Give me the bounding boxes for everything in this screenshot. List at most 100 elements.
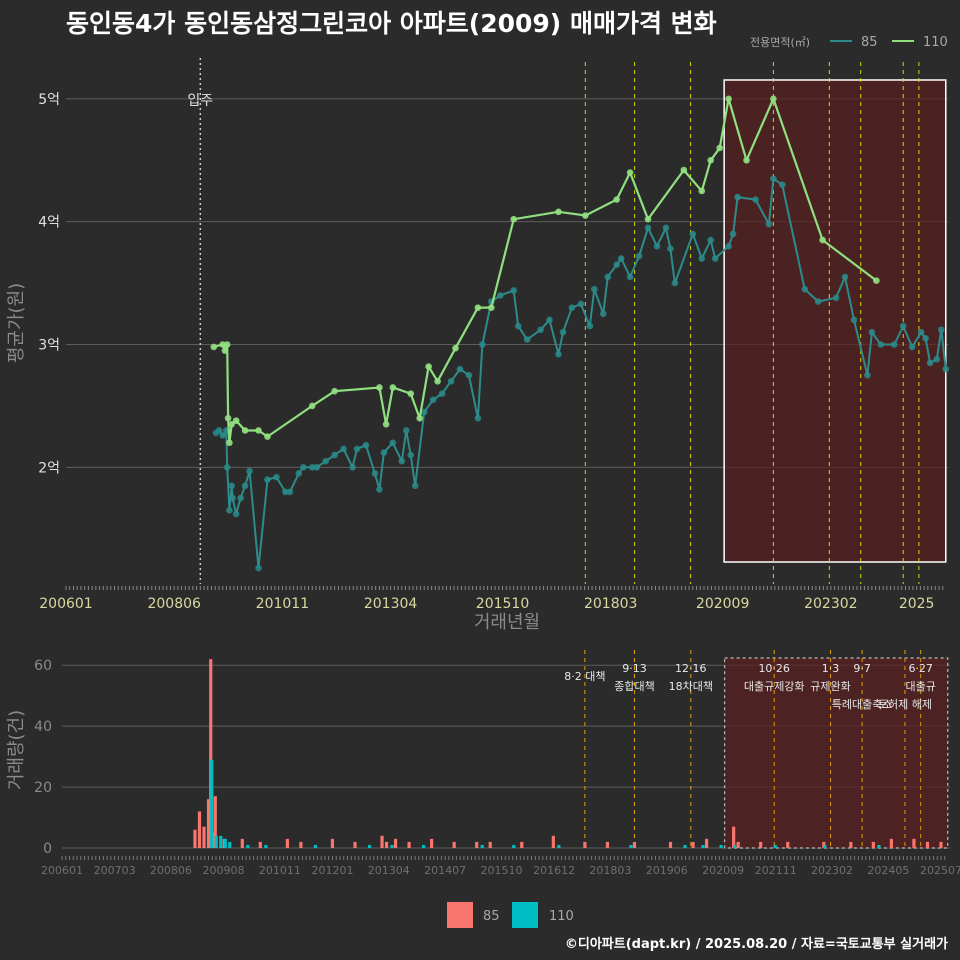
bar-85 <box>299 841 303 848</box>
x-tick-label: 202302 <box>811 864 853 877</box>
series-85-point <box>922 335 929 342</box>
series-85-point <box>667 245 674 252</box>
bar-85 <box>849 841 853 848</box>
bar-85 <box>912 838 916 848</box>
bar-85 <box>475 841 479 848</box>
series-110-point <box>582 212 589 219</box>
bar-110 <box>313 844 318 848</box>
policy-text-label: 규제완화 <box>810 680 850 693</box>
policy-date-label: 9·7 <box>853 662 871 675</box>
series-110-point <box>743 156 750 164</box>
volume-chart: 0 20 40 60 8·2 대책 9·13 종합대책 12·16 18차대책 10·26 대출규제… <box>6 650 960 877</box>
series-110-point <box>488 304 495 311</box>
bar-85 <box>736 841 740 848</box>
bar-85 <box>786 841 790 848</box>
series-110-point <box>416 414 423 422</box>
y-tick-label: 2억 <box>38 460 60 476</box>
x-tick-label: 201510 <box>480 864 522 877</box>
series-110-point <box>613 196 620 203</box>
bar-110 <box>773 844 777 848</box>
series-85-point <box>613 261 620 268</box>
bar-85 <box>605 841 610 848</box>
chart-title: 동인동4가 동인동삼정그린코아 아파트(2009) 매매가격 변화 <box>66 9 717 38</box>
series-110-point <box>425 363 432 370</box>
series-85-point <box>689 230 697 238</box>
legend-label-110: 110 <box>549 909 574 924</box>
bar-85 <box>939 841 943 848</box>
series-85-point <box>586 322 594 330</box>
series-110-point <box>308 402 316 410</box>
price-chart: 2억 3억 4억 5억 입주 200601 200806 201011 201304 201510… <box>6 58 950 633</box>
bar-110 <box>219 835 223 848</box>
policy-date-label: 10·26 <box>758 662 790 675</box>
series-110-point <box>707 156 715 164</box>
series-85-point <box>465 371 473 379</box>
series-85-point <box>711 255 719 262</box>
y-tick-label: 40 <box>34 719 52 735</box>
series-85-point <box>662 224 670 232</box>
bar-85 <box>407 841 411 848</box>
series-85-point <box>725 242 732 250</box>
y-tick-label: 5억 <box>38 92 60 108</box>
bar-110 <box>228 841 232 848</box>
series-85-point <box>389 439 397 447</box>
bar-85 <box>871 841 875 848</box>
policy-date-label: 6·27 <box>908 662 933 675</box>
x-tick-label: 201803 <box>589 864 631 877</box>
series-110-point <box>555 208 562 216</box>
series-85-point <box>801 285 809 293</box>
y-tick-label: 20 <box>34 780 52 796</box>
x-tick-label: 200806 <box>150 864 192 877</box>
series-85-point <box>299 464 307 471</box>
policy-text-label: 18차대책 <box>669 680 713 693</box>
series-85-point <box>510 287 518 294</box>
series-110-point <box>407 390 415 397</box>
bar-85 <box>209 659 213 848</box>
series-85-point <box>371 470 379 477</box>
series-85-point <box>877 341 885 348</box>
policy-text-label: 종합대책 <box>614 680 654 693</box>
series-110-point <box>226 439 233 447</box>
bar-110 <box>557 844 561 848</box>
bar-110 <box>214 835 218 848</box>
legend-title: 전용면적(㎡) <box>750 36 810 49</box>
bar-85 <box>732 826 736 848</box>
x-tick-label: 201510 <box>476 596 529 612</box>
bar-85 <box>213 796 217 848</box>
move-in-label: 입주 <box>187 93 213 109</box>
series-85-point <box>438 390 446 397</box>
x-tick-label: 200806 <box>147 596 201 612</box>
bar-110 <box>367 844 372 848</box>
series-110-point <box>819 236 826 244</box>
x-tick-label: 201011 <box>256 596 309 612</box>
series-85-point <box>599 310 607 318</box>
series-110-point <box>434 378 441 385</box>
series-85-point <box>899 322 907 330</box>
series-85-point <box>429 396 437 404</box>
bar-110 <box>733 844 737 848</box>
series-85-point <box>380 449 388 456</box>
bar-85 <box>583 841 587 848</box>
series-85-point <box>832 294 840 302</box>
volume-legend: 85 110 <box>447 902 574 928</box>
bar-85 <box>452 841 456 848</box>
series-110-point <box>232 417 240 424</box>
series-110-point <box>210 343 218 351</box>
series-110-point <box>452 344 459 352</box>
series-110-point <box>224 414 232 422</box>
series-85-point <box>698 255 706 262</box>
x-tick-label: 201803 <box>584 596 637 612</box>
bar-110 <box>683 844 687 848</box>
series-85-point <box>237 494 244 502</box>
series-85-point <box>362 441 370 449</box>
legend-key-110 <box>512 902 538 928</box>
series-85-point <box>232 510 240 518</box>
x-axis-title: 거래년월 <box>474 612 540 633</box>
bar-110 <box>422 844 426 848</box>
series-85-point <box>635 252 643 260</box>
series-85-point <box>864 371 871 379</box>
series-85-point <box>215 427 223 434</box>
series-85-point <box>841 273 849 281</box>
bar-110 <box>877 844 881 848</box>
bar-85 <box>668 841 673 848</box>
